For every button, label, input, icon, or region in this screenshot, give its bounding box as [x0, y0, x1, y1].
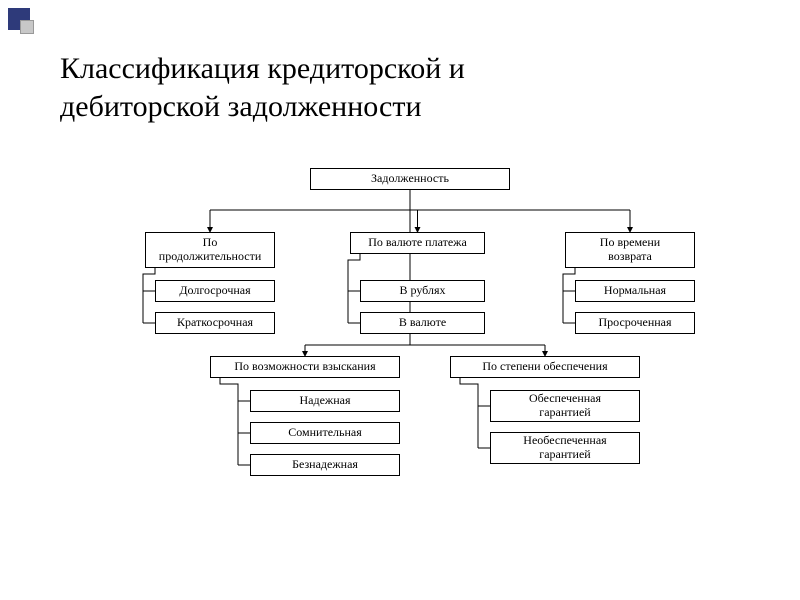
node-b4b: Сомнительная: [250, 422, 400, 444]
node-b1a: Долгосрочная: [155, 280, 275, 302]
node-b4: По возможности взыскания: [210, 356, 400, 378]
node-b5: По степени обеспечения: [450, 356, 640, 378]
node-b3: По временивозврата: [565, 232, 695, 268]
node-root: Задолженность: [310, 168, 510, 190]
node-b3b: Просроченная: [575, 312, 695, 334]
node-b4c: Безнадежная: [250, 454, 400, 476]
title-line-2: дебиторской задолженности: [60, 90, 422, 123]
node-b4a: Надежная: [250, 390, 400, 412]
node-b5a: Обеспеченнаягарантией: [490, 390, 640, 422]
node-b3a: Нормальная: [575, 280, 695, 302]
node-b1: Попродолжительности: [145, 232, 275, 268]
deco-square-inner: [20, 20, 34, 34]
title-line-1: Классификация кредиторской и: [60, 52, 465, 85]
node-b2b: В валюте: [360, 312, 485, 334]
node-b2: По валюте платежа: [350, 232, 485, 254]
node-b5b: Необеспеченнаягарантией: [490, 432, 640, 464]
node-b2a: В рублях: [360, 280, 485, 302]
node-b1b: Краткосрочная: [155, 312, 275, 334]
slide-title: Классификация кредиторской и дебиторской…: [60, 50, 465, 125]
